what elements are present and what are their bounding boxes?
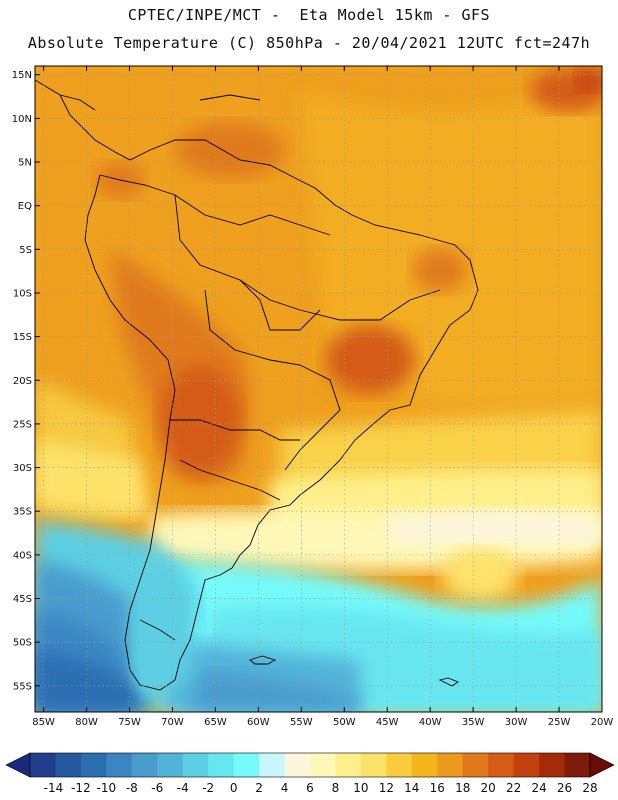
colorbar-swatch xyxy=(182,753,209,777)
lat-label: 5N xyxy=(18,158,32,169)
colorbar-label: -8 xyxy=(126,781,138,795)
lon-label: 20W xyxy=(591,717,614,728)
colorbar-outline xyxy=(29,752,591,778)
map-frame xyxy=(34,65,603,713)
colorbar-swatch xyxy=(30,753,56,777)
lat-label: EQ xyxy=(18,201,32,212)
colorbar-swatch xyxy=(106,753,133,777)
lat-label: 35S xyxy=(13,507,32,518)
colorbar-label: 4 xyxy=(281,781,289,795)
lat-label: 25S xyxy=(13,419,32,430)
colorbar-label: -14 xyxy=(44,781,64,795)
lat-label: 55S xyxy=(13,681,32,692)
lon-label: 40W xyxy=(419,717,442,728)
lat-label: 15N xyxy=(12,70,32,81)
colorbar-swatch xyxy=(488,753,515,777)
coastlines xyxy=(35,79,479,691)
colorbar-swatch xyxy=(335,753,362,777)
colorbar-label: 2 xyxy=(255,781,263,795)
colorbar-label: -2 xyxy=(202,781,214,795)
colorbar-label: 18 xyxy=(455,781,470,795)
lat-label: 10N xyxy=(12,114,32,125)
lat-label: 45S xyxy=(13,594,32,605)
lon-label: 55W xyxy=(290,717,313,728)
colorbar-swatch xyxy=(360,753,387,777)
colorbar-label: 12 xyxy=(379,781,394,795)
colorbar-swatch xyxy=(55,753,82,777)
colorbar-swatch xyxy=(437,753,464,777)
colorbar-swatch xyxy=(310,753,336,777)
colorbar-swatch xyxy=(157,753,184,777)
colorbar-swatch xyxy=(386,753,413,777)
colorbar-label: 28 xyxy=(582,781,597,795)
lat-label: 20S xyxy=(13,376,32,387)
colorbar-label: -6 xyxy=(151,781,163,795)
colorbar-swatch xyxy=(564,753,591,777)
colorbar-label: 0 xyxy=(230,781,238,795)
colorbar-label: 16 xyxy=(430,781,445,795)
lat-lon-grid xyxy=(35,66,603,712)
colorbar-label: 14 xyxy=(404,781,419,795)
lon-label: 75W xyxy=(118,717,141,728)
lon-label: 25W xyxy=(548,717,571,728)
colorbar-swatch xyxy=(513,753,540,777)
colorbar-swatch xyxy=(80,753,107,777)
colorbar: -14 -12 -10 -8 -6 -4 -2 0 2 4 6 8 10 12 14 16 18 20 22 24 26… xyxy=(5,752,615,795)
colorbar-label: 6 xyxy=(306,781,314,795)
colorbar-swatch xyxy=(462,753,489,777)
colorbar-label: -12 xyxy=(71,781,91,795)
lat-label: 30S xyxy=(13,463,32,474)
lon-label: 70W xyxy=(161,717,184,728)
colorbar-swatch xyxy=(259,753,286,777)
lon-label: 85W xyxy=(32,717,55,728)
lon-label: 65W xyxy=(204,717,227,728)
lat-label: 50S xyxy=(13,638,32,649)
lon-label: 50W xyxy=(333,717,356,728)
colorbar-high-arrow xyxy=(589,752,615,778)
colorbar-label: 20 xyxy=(481,781,496,795)
lon-label: 35W xyxy=(462,717,485,728)
lon-label: 60W xyxy=(247,717,270,728)
colorbar-swatch xyxy=(539,753,566,777)
lon-label: 30W xyxy=(505,717,528,728)
colorbar-label: -4 xyxy=(177,781,189,795)
colorbar-swatch xyxy=(131,753,158,777)
lon-label: 45W xyxy=(376,717,399,728)
colorbar-swatch xyxy=(411,753,438,777)
colorbar-low-arrow xyxy=(5,752,31,778)
lon-label: 80W xyxy=(75,717,98,728)
colorbar-swatch xyxy=(284,753,311,777)
colorbar-swatch xyxy=(208,753,235,777)
lat-label: 10S xyxy=(13,288,32,299)
title-line-2: Absolute Temperature (C) 850hPa - 20/04/… xyxy=(27,34,591,52)
colorbar-label: 22 xyxy=(506,781,521,795)
colorbar-label: 8 xyxy=(332,781,340,795)
lat-label: 40S xyxy=(13,550,32,561)
title-line-1: CPTEC/INPE/MCT - Eta Model 15km - GFS xyxy=(127,6,491,24)
colorbar-label: 10 xyxy=(353,781,368,795)
colorbar-swatch xyxy=(233,753,260,777)
colorbar-label: 26 xyxy=(557,781,572,795)
colorbar-label: 24 xyxy=(531,781,546,795)
temperature-field xyxy=(35,66,602,712)
lat-label: 15S xyxy=(13,332,32,343)
colorbar-label: -10 xyxy=(97,781,117,795)
lat-label: 5S xyxy=(19,245,32,256)
